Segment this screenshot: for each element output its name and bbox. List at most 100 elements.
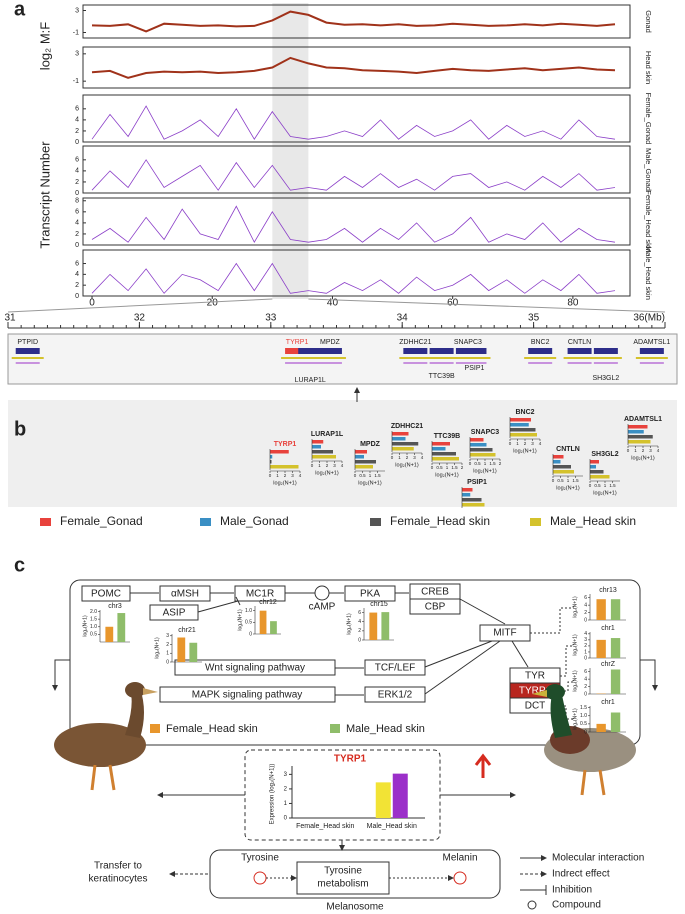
bar [628, 425, 648, 429]
y-tick-label: 4 [75, 117, 79, 124]
female-duck [54, 682, 158, 791]
x-tick-label: 3 [413, 455, 416, 460]
bar [259, 610, 267, 634]
y-tick-label: 0 [166, 659, 169, 665]
y-tick-label: 6 [584, 669, 587, 675]
y-tick-label: 4 [584, 676, 587, 682]
x-tick-label: 0 [391, 455, 394, 460]
x-tick-label: 2 [524, 441, 527, 446]
bar [312, 455, 336, 459]
count-line [91, 159, 616, 191]
x-tick-label: 80 [567, 298, 579, 309]
compound [253, 871, 267, 885]
node-label: αMSH [171, 589, 199, 600]
zoom-line [308, 298, 666, 313]
bar [470, 438, 484, 442]
pathway: POMC αMSH MC1R cAMP PKA CREB CBP ASIP MI… [52, 583, 658, 720]
y-tick-label: 1 [166, 651, 169, 657]
y-tick-label: 3 [75, 7, 79, 14]
y-tick-label: 6 [358, 610, 361, 616]
melanosome-frame [209, 849, 501, 899]
legend-swatch [200, 518, 211, 526]
indirect-edge [530, 607, 574, 720]
node-label: metabolism [317, 879, 368, 890]
node [364, 659, 426, 676]
x-tick-label: 1.5 [451, 465, 458, 470]
gene-label: TYRP1 [286, 339, 309, 346]
axis-title: log₂(N+1) [572, 596, 578, 618]
bar [462, 503, 485, 507]
panel-label: a [14, 0, 26, 20]
compound [453, 871, 467, 885]
axis-title: log₂(N+1) [395, 462, 419, 468]
legend-swatch [330, 724, 340, 733]
edge [511, 640, 529, 668]
y-tick-label: 2 [584, 643, 587, 649]
x-tick-label: 4 [657, 448, 660, 453]
node-label: PKA [360, 589, 380, 600]
bar [590, 470, 604, 474]
gene-block [285, 348, 310, 354]
bar [610, 712, 621, 732]
gene-label: TYRP1 [274, 441, 297, 448]
gene-label: LURAP1L [311, 431, 344, 438]
y-tick-label: 4 [75, 168, 79, 175]
gene-label: MPDZ [320, 339, 341, 346]
axis-title: log₂(N+1) [273, 480, 297, 486]
key-label: Indrect effect [552, 869, 610, 880]
gene-block [15, 348, 40, 354]
bar [470, 448, 493, 452]
track-frame [82, 4, 631, 39]
x-tick-label: 1.5 [609, 483, 616, 488]
axis-title: log₂(N+1) [473, 468, 497, 474]
bar [590, 460, 599, 464]
track-frame [82, 145, 631, 194]
x-tick-label: 1 [276, 473, 279, 478]
x-tick-label: 0 [589, 483, 592, 488]
y-tick-label: 0 [75, 139, 79, 146]
bar [177, 637, 186, 662]
bar [312, 450, 333, 454]
bar [553, 460, 561, 464]
up-arrow [474, 753, 492, 778]
compound-label: Tyrosine [241, 853, 279, 864]
x-tick-label: 3 [291, 473, 294, 478]
x-tick-label: 0 [627, 448, 630, 453]
y-tick-label: 3 [166, 633, 169, 639]
x-tick-label: 1 [604, 483, 607, 488]
axis-title: log₂(N+1) [346, 613, 352, 635]
node-label: TCF/LEF [375, 663, 416, 674]
y-tick-label: 0 [75, 293, 79, 300]
feedback-edge [52, 659, 70, 691]
feedback-edge [640, 659, 658, 691]
bar [510, 428, 536, 432]
x-tick-label: 1 [318, 463, 321, 468]
x-tick-label: 0.5 [436, 465, 443, 470]
gene-label: PSIP1 [465, 365, 485, 372]
y-tick-label: 3 [75, 51, 79, 58]
y-tick-label: 4 [584, 602, 587, 608]
x-tick-label: 2 [499, 461, 502, 466]
transfer-label: keratinocytes [89, 874, 148, 885]
axis-title: Expression (log₂(N+1)) [270, 764, 276, 825]
y-tick-label: 2 [75, 179, 79, 186]
transfer-label: Transfer to [94, 861, 142, 872]
bar [270, 460, 272, 464]
x-tick-label: 0 [311, 463, 314, 468]
gene-block [567, 348, 592, 354]
bar [392, 447, 414, 451]
bar [270, 465, 299, 469]
bar [355, 465, 373, 469]
gene-block [317, 348, 342, 354]
axis-title: log₂(N+1) [435, 472, 459, 478]
gene-block [298, 348, 323, 354]
bar [117, 613, 126, 642]
y-tick-label: 1.0 [580, 713, 587, 719]
x-tick-label: 1 [484, 461, 487, 466]
x-tick-label: 0.5 [474, 461, 481, 466]
bar [470, 453, 496, 457]
track-frame [82, 249, 631, 297]
gene-label: MPDZ [360, 441, 381, 448]
axis-title: log₂(N+1) [631, 455, 655, 461]
track-frame [82, 46, 631, 89]
